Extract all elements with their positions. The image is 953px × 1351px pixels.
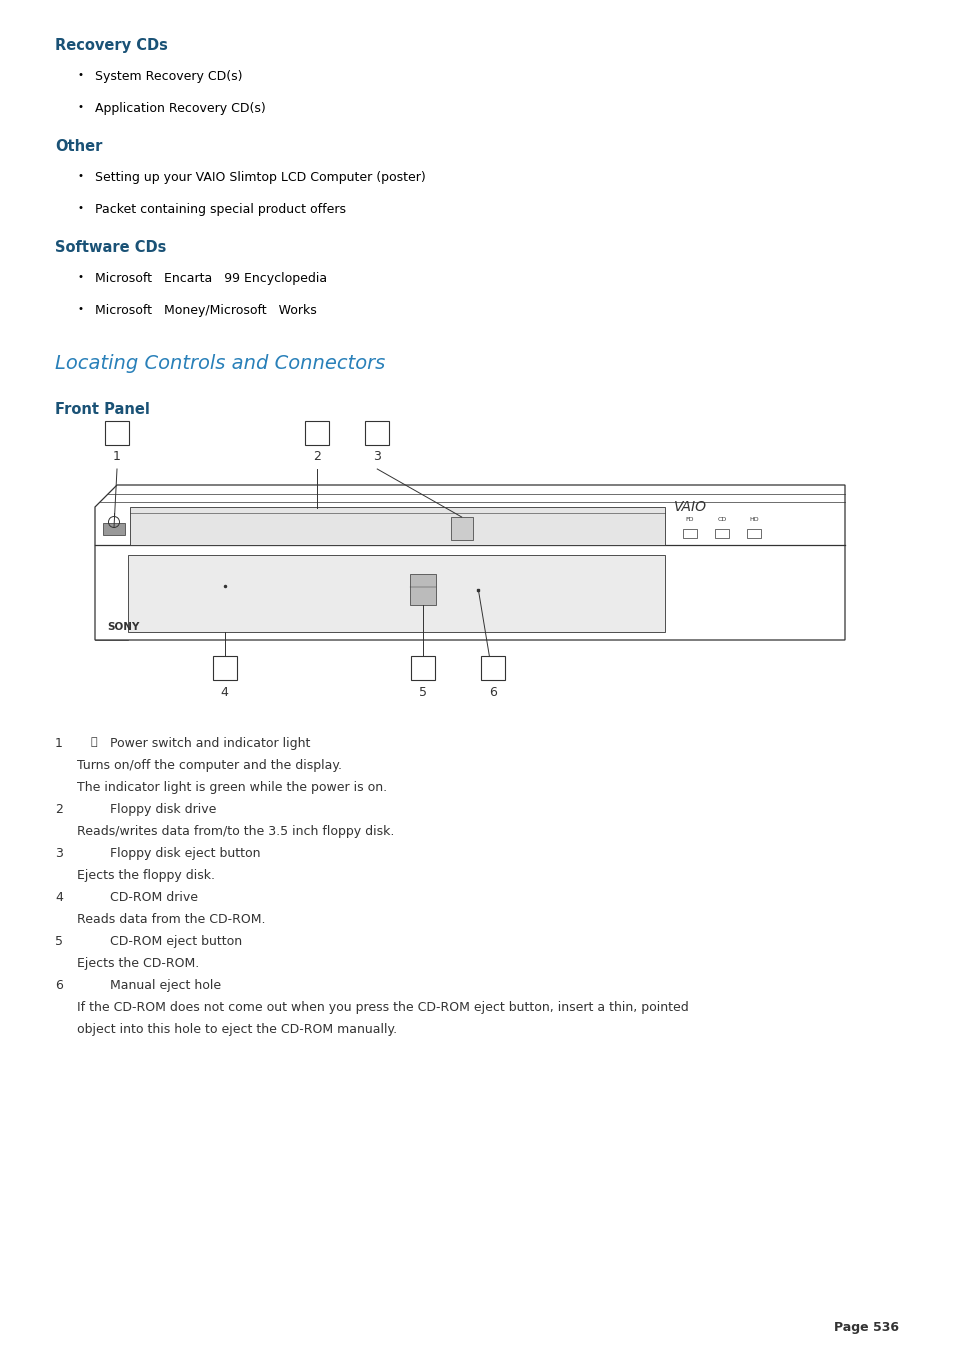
Text: 6: 6 — [489, 685, 497, 698]
Text: •: • — [77, 101, 83, 112]
Text: SONY: SONY — [107, 621, 139, 632]
Text: Turns on/off the computer and the display.: Turns on/off the computer and the displa… — [77, 759, 341, 771]
Text: Page 536: Page 536 — [833, 1321, 898, 1333]
Text: Recovery CDs: Recovery CDs — [55, 38, 168, 53]
Text: object into this hole to eject the CD-ROM manually.: object into this hole to eject the CD-RO… — [77, 1023, 396, 1036]
Text: 6: 6 — [55, 979, 63, 992]
Text: Locating Controls and Connectors: Locating Controls and Connectors — [55, 354, 385, 373]
Text: 5: 5 — [55, 935, 63, 948]
Text: 2: 2 — [313, 450, 321, 463]
Text: 2: 2 — [55, 802, 63, 816]
Text: Manual eject hole: Manual eject hole — [110, 979, 221, 992]
Text: VAIO: VAIO — [673, 500, 706, 513]
Bar — [450, 517, 472, 540]
Text: 3: 3 — [373, 450, 381, 463]
Text: •: • — [77, 70, 83, 80]
Text: 4: 4 — [220, 685, 229, 698]
Bar — [213, 657, 236, 680]
Text: Ejects the CD-ROM.: Ejects the CD-ROM. — [77, 957, 199, 970]
Text: 4: 4 — [55, 892, 63, 904]
Text: Reads data from the CD-ROM.: Reads data from the CD-ROM. — [77, 913, 265, 925]
Text: 5: 5 — [419, 685, 427, 698]
Text: •: • — [77, 304, 83, 313]
Text: 1: 1 — [55, 738, 63, 750]
Text: CD: CD — [717, 517, 726, 521]
Text: Microsoft   Encarta   99 Encyclopedia: Microsoft Encarta 99 Encyclopedia — [95, 272, 327, 285]
Text: CD-ROM drive: CD-ROM drive — [110, 892, 198, 904]
Text: Floppy disk eject button: Floppy disk eject button — [110, 847, 260, 861]
Text: Software CDs: Software CDs — [55, 240, 166, 255]
Text: •: • — [77, 203, 83, 213]
Bar — [103, 523, 125, 535]
Bar — [105, 422, 129, 444]
Text: Ejects the floppy disk.: Ejects the floppy disk. — [77, 869, 214, 882]
Text: Power switch and indicator light: Power switch and indicator light — [110, 738, 310, 750]
Text: The indicator light is green while the power is on.: The indicator light is green while the p… — [77, 781, 387, 794]
Text: Setting up your VAIO Slimtop LCD Computer (poster): Setting up your VAIO Slimtop LCD Compute… — [95, 172, 425, 184]
Text: Reads/writes data from/to the 3.5 inch floppy disk.: Reads/writes data from/to the 3.5 inch f… — [77, 825, 394, 838]
Bar — [130, 507, 664, 544]
Text: •: • — [77, 172, 83, 181]
Bar — [305, 422, 329, 444]
Text: •: • — [77, 272, 83, 282]
Text: Front Panel: Front Panel — [55, 403, 150, 417]
Text: Microsoft   Money/Microsoft   Works: Microsoft Money/Microsoft Works — [95, 304, 316, 317]
Text: HD: HD — [748, 517, 758, 521]
Bar — [746, 530, 760, 538]
Bar — [714, 530, 728, 538]
Text: Other: Other — [55, 139, 102, 154]
Bar — [682, 530, 697, 538]
Bar — [410, 574, 436, 605]
Text: System Recovery CD(s): System Recovery CD(s) — [95, 70, 242, 82]
Text: 1: 1 — [113, 450, 121, 463]
Text: CD-ROM eject button: CD-ROM eject button — [110, 935, 242, 948]
Text: Floppy disk drive: Floppy disk drive — [110, 802, 216, 816]
Text: ⏻: ⏻ — [90, 738, 96, 747]
Text: 3: 3 — [55, 847, 63, 861]
Bar — [411, 657, 435, 680]
Text: If the CD-ROM does not come out when you press the CD-ROM eject button, insert a: If the CD-ROM does not come out when you… — [77, 1001, 688, 1015]
Text: Packet containing special product offers: Packet containing special product offers — [95, 203, 346, 216]
Text: Application Recovery CD(s): Application Recovery CD(s) — [95, 101, 266, 115]
Bar — [128, 555, 664, 632]
Bar — [365, 422, 389, 444]
Text: FD: FD — [685, 517, 694, 521]
Bar — [481, 657, 505, 680]
